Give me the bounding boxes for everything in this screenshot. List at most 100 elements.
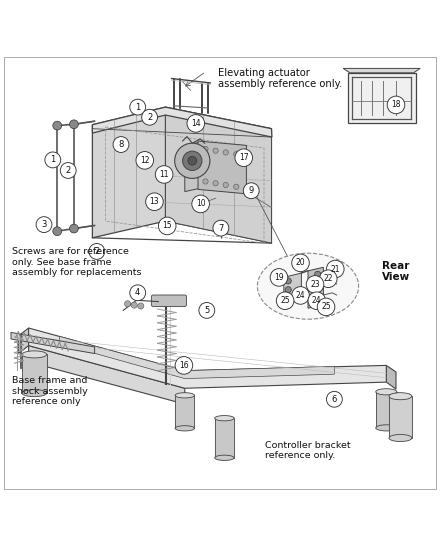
Text: Base frame and
shock assembly
reference only: Base frame and shock assembly reference … [12,376,88,406]
Ellipse shape [257,253,359,319]
Circle shape [213,181,218,186]
Text: 5: 5 [204,306,209,315]
Circle shape [203,179,208,184]
Polygon shape [29,346,185,404]
Polygon shape [185,141,205,192]
Ellipse shape [215,416,234,421]
Circle shape [199,302,215,318]
Ellipse shape [175,393,194,398]
Ellipse shape [389,393,412,400]
Circle shape [234,152,239,157]
Polygon shape [284,273,301,304]
Circle shape [70,224,78,233]
Text: 2: 2 [147,112,152,122]
Text: 7: 7 [218,224,224,233]
Text: 1: 1 [135,103,140,111]
Polygon shape [92,107,272,137]
Text: 14: 14 [191,119,201,128]
Polygon shape [198,141,246,194]
Circle shape [183,151,202,170]
Text: 9: 9 [249,186,254,195]
Circle shape [326,391,342,407]
Text: 2: 2 [94,247,99,256]
Circle shape [192,195,209,213]
Polygon shape [59,336,334,378]
Circle shape [319,270,337,288]
Circle shape [243,183,259,199]
Text: Controller bracket
reference only.: Controller bracket reference only. [265,441,351,460]
Circle shape [235,149,253,167]
Polygon shape [11,333,95,353]
Text: 8: 8 [118,140,124,149]
Text: 2: 2 [66,166,71,175]
Circle shape [285,295,291,301]
Text: 3: 3 [41,220,47,229]
Text: 18: 18 [391,100,401,109]
Text: 11: 11 [159,170,169,179]
Circle shape [60,163,76,179]
Text: 19: 19 [274,273,284,282]
Circle shape [306,276,324,293]
Circle shape [223,150,228,155]
Ellipse shape [215,455,234,460]
Text: 6: 6 [332,395,337,404]
Ellipse shape [376,425,397,431]
Circle shape [203,146,208,152]
Circle shape [315,283,321,289]
Polygon shape [308,268,323,308]
Text: 12: 12 [140,156,150,165]
Circle shape [146,193,163,211]
Ellipse shape [376,389,397,395]
Text: Rear
View: Rear View [382,260,410,282]
Circle shape [142,109,158,125]
Text: 17: 17 [239,153,249,162]
FancyBboxPatch shape [151,295,187,306]
Bar [389,396,412,438]
Text: 21: 21 [330,265,340,274]
Circle shape [317,298,335,316]
Text: 24: 24 [312,296,322,305]
Circle shape [187,115,205,132]
Circle shape [285,287,291,293]
Circle shape [234,184,239,189]
Bar [175,395,194,428]
Circle shape [315,294,321,300]
Circle shape [213,148,218,153]
Polygon shape [29,328,386,388]
Circle shape [36,217,52,233]
Text: 16: 16 [179,361,189,370]
Circle shape [45,152,61,168]
Polygon shape [165,107,271,243]
Circle shape [158,217,176,235]
Circle shape [138,303,144,309]
Polygon shape [18,328,29,353]
Circle shape [223,182,228,188]
Polygon shape [343,68,420,73]
Polygon shape [165,107,271,243]
Circle shape [125,301,131,307]
Circle shape [130,99,146,115]
Circle shape [270,269,288,286]
Text: Elevating actuator
assembly reference only.: Elevating actuator assembly reference on… [218,68,343,89]
Circle shape [53,227,62,236]
Text: 10: 10 [196,199,205,209]
Text: 15: 15 [162,222,172,230]
Circle shape [315,271,321,277]
Ellipse shape [22,390,47,396]
Circle shape [326,260,344,278]
Circle shape [155,165,173,183]
Circle shape [276,292,294,310]
Circle shape [175,357,193,374]
Text: 1: 1 [50,156,55,164]
Ellipse shape [175,426,194,431]
Text: 13: 13 [150,197,159,206]
Circle shape [136,152,154,169]
Text: Screws are for reference
only. See base frame
assembly for replacements: Screws are for reference only. See base … [12,247,142,277]
Text: 4: 4 [135,288,140,298]
Circle shape [292,254,309,272]
Circle shape [188,156,197,165]
Bar [348,73,416,123]
Circle shape [89,244,105,259]
Circle shape [131,302,137,308]
Circle shape [130,285,146,301]
